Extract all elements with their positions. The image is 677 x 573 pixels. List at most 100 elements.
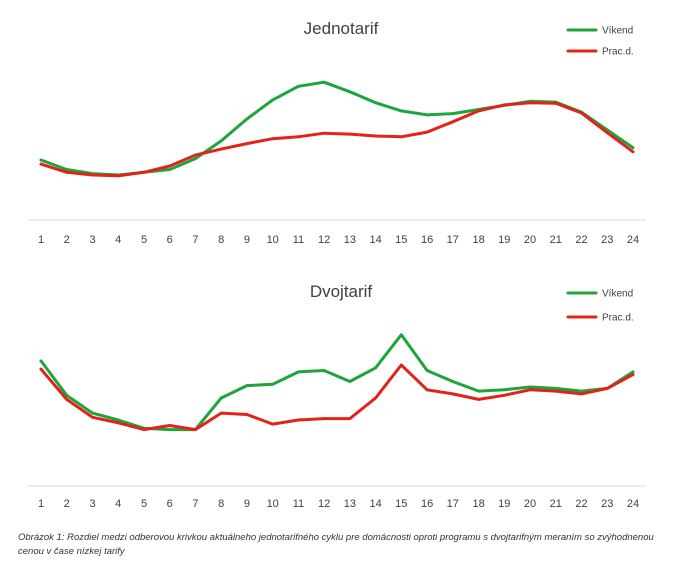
x-tick-label: 24: [627, 234, 639, 246]
data-point-prac-d: [39, 162, 43, 166]
data-point-vikend: [194, 157, 197, 161]
x-tick-label: 2: [64, 234, 70, 246]
x-tick-label: 14: [369, 498, 381, 510]
chart-title: Dvojtarif: [310, 282, 373, 301]
data-point-prac-d: [39, 367, 43, 371]
x-tick-label: 12: [318, 498, 330, 510]
legend: Víkend Prac.d.: [566, 26, 634, 58]
data-point-prac-d: [425, 130, 429, 134]
data-point-prac-d: [142, 170, 146, 174]
data-point-prac-d: [91, 415, 94, 419]
data-point-prac-d: [477, 109, 480, 113]
data-point-vikend: [528, 385, 532, 389]
data-point-prac-d: [65, 398, 69, 401]
x-tick-label: 21: [550, 498, 562, 510]
data-point-prac-d: [194, 428, 197, 431]
series-lines: [39, 80, 635, 178]
x-tick-label: 10: [267, 498, 279, 510]
x-tick-label: 3: [89, 234, 95, 246]
x-tick-label: 18: [472, 498, 484, 510]
x-tick-label: 8: [218, 498, 224, 510]
x-tick-label: 16: [421, 498, 433, 510]
x-tick-label: 23: [601, 498, 613, 510]
data-point-prac-d: [580, 392, 583, 396]
data-point-prac-d: [348, 132, 352, 136]
data-point-vikend: [374, 366, 377, 370]
x-tick-label: 19: [498, 498, 510, 510]
data-point-vikend: [322, 80, 326, 84]
data-point-vikend: [168, 168, 172, 171]
data-point-prac-d: [631, 373, 635, 376]
data-point-prac-d: [297, 135, 300, 139]
data-point-vikend: [65, 168, 69, 171]
data-point-prac-d: [554, 389, 558, 393]
x-tick-label: 8: [218, 234, 224, 246]
data-point-vikend: [348, 90, 352, 94]
data-point-prac-d: [374, 134, 377, 138]
data-point-prac-d: [374, 396, 377, 400]
series-line-vikend: [39, 80, 635, 177]
legend: Víkend Prac.d.: [566, 289, 634, 324]
data-point-prac-d: [425, 388, 429, 392]
data-point-vikend: [580, 389, 583, 393]
data-point-vikend: [399, 109, 403, 113]
data-point-prac-d: [451, 120, 455, 124]
data-point-prac-d: [91, 173, 94, 177]
data-point-vikend: [245, 117, 249, 121]
data-point-prac-d: [477, 398, 480, 401]
data-point-vikend: [219, 139, 223, 143]
x-tick-label: 7: [192, 498, 198, 510]
data-point-prac-d: [348, 417, 352, 420]
data-point-prac-d: [554, 101, 558, 105]
data-point-prac-d: [219, 411, 223, 415]
data-point-prac-d: [399, 135, 403, 139]
data-point-vikend: [39, 359, 43, 363]
data-point-prac-d: [451, 392, 455, 396]
data-point-prac-d: [631, 150, 635, 154]
data-point-vikend: [116, 418, 120, 422]
data-point-vikend: [39, 158, 43, 162]
data-point-prac-d: [399, 363, 403, 367]
x-tick-label: 5: [141, 234, 147, 246]
data-point-prac-d: [271, 137, 275, 141]
data-point-prac-d: [528, 388, 532, 392]
data-point-prac-d: [322, 131, 326, 135]
x-tick-label: 6: [167, 234, 173, 246]
legend-label-vikend: Víkend: [602, 26, 633, 37]
data-point-vikend: [297, 370, 300, 374]
chart-jednotarif: Jednotarif Víkend Prac.d. 1 2 3 4 5 6 7 8 9 10 11 1…: [28, 19, 646, 246]
series-line-prac-d: [39, 101, 635, 178]
x-tick-label: 17: [447, 234, 459, 246]
x-tick-label: 12: [318, 234, 330, 246]
data-point-vikend: [245, 384, 249, 387]
x-tick-label: 15: [395, 234, 407, 246]
x-tick-label: 5: [141, 498, 147, 510]
data-point-prac-d: [605, 131, 609, 135]
data-point-prac-d: [142, 428, 146, 431]
x-tick-label: 17: [447, 498, 459, 510]
x-tick-label: 9: [244, 234, 250, 246]
x-tick-label: 10: [267, 234, 279, 246]
figure-caption: Obrázok 1: Rozdiel medzi odberovou krivk…: [18, 532, 654, 557]
data-point-vikend: [631, 370, 635, 374]
x-tick-label: 3: [89, 498, 95, 510]
data-point-prac-d: [297, 418, 300, 422]
legend-label-vikend: Víkend: [602, 289, 633, 300]
x-tick-label: 2: [64, 498, 70, 510]
data-point-prac-d: [245, 142, 249, 146]
x-tick-label: 22: [575, 234, 587, 246]
data-point-vikend: [65, 393, 69, 397]
data-point-vikend: [451, 112, 455, 115]
data-point-prac-d: [605, 387, 609, 390]
x-tick-label: 22: [575, 498, 587, 510]
series-lines: [39, 333, 635, 432]
x-tick-label: 16: [421, 234, 433, 246]
data-point-vikend: [631, 146, 635, 150]
data-point-prac-d: [65, 170, 69, 174]
data-point-vikend: [425, 369, 429, 372]
x-tick-label: 19: [498, 234, 510, 246]
data-point-prac-d: [116, 174, 120, 178]
data-point-vikend: [322, 369, 326, 372]
chart-dvojtarif: Dvojtarif Víkend Prac.d. 1 2 3 4 5 6 7 8 9 10 11 12…: [28, 282, 646, 510]
x-tick-label: 13: [344, 498, 356, 510]
